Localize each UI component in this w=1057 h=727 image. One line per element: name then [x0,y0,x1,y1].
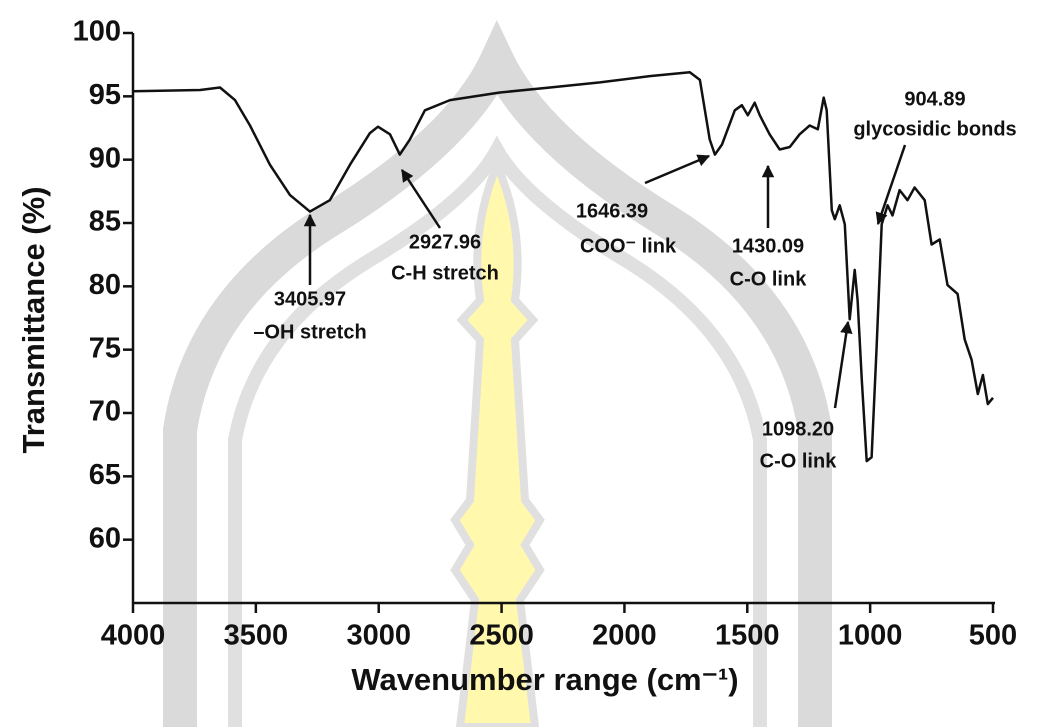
y-axis-label: Transmittance (%) [16,186,51,453]
annotation-text: 1430.09 [732,235,804,257]
annotation-text: COO⁻ link [580,235,677,257]
y-tick-label: 65 [89,459,121,491]
annotation-arrow [644,154,711,185]
x-tick-label: 500 [969,620,1017,652]
y-tick-label: 60 [89,522,121,554]
spectrum-line [132,71,994,463]
y-tick-label: 90 [89,142,121,174]
x-tick-label: 1000 [838,620,903,652]
annotation-text: glycosidic bonds [853,118,1016,140]
y-tick-label: 70 [89,396,121,428]
annotation-text: 1098.20 [762,418,834,440]
y-tick-label: 75 [89,332,121,364]
annotation-arrow [875,144,907,226]
annotation-text: C-O link [760,450,838,472]
y-tick-label: 85 [89,206,121,238]
annotation-text: 2927.96 [409,231,481,253]
x-axis-label: Wavenumber range (cm⁻¹) [351,662,738,697]
x-tick-label: 3000 [346,620,411,652]
x-tick-label: 2000 [592,620,657,652]
annotation-text: C-O link [730,268,808,290]
y-tick-label: 80 [89,269,121,301]
annotation-text: –OH stretch [253,321,366,343]
x-tick-label: 4000 [101,620,166,652]
annotation-text: 3405.97 [274,288,346,310]
x-tick-label: 3500 [224,620,289,652]
y-tick-label: 100 [73,16,121,48]
annotation-arrow [833,320,853,409]
watermark [163,19,832,727]
x-tick-label: 2500 [469,620,534,652]
y-tick-label: 95 [89,79,121,111]
x-tick-label: 1500 [715,620,780,652]
annotation-text: 1646.39 [576,200,648,222]
annotation-text: 904.89 [904,88,965,110]
annotation-arrow [400,168,442,229]
annotation-text: C-H stretch [391,262,499,284]
